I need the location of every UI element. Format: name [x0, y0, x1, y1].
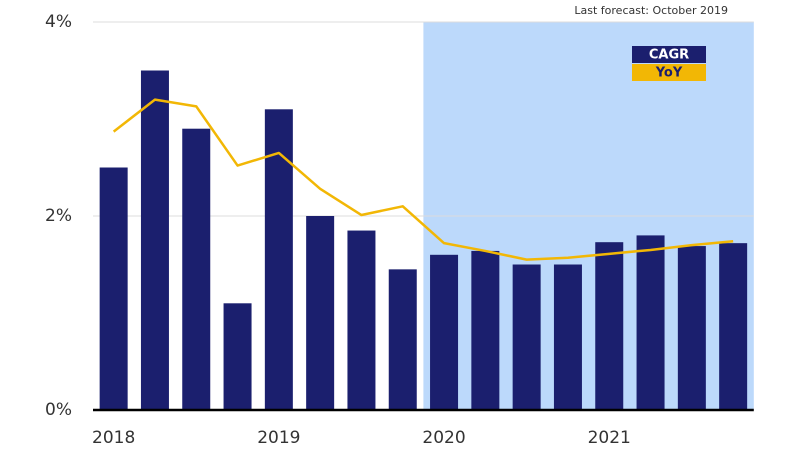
bar: [471, 250, 500, 410]
bar: [306, 216, 335, 410]
bar: [223, 303, 252, 410]
legend-swatch: [632, 64, 706, 81]
bar: [512, 264, 541, 410]
bar: [388, 269, 417, 410]
legend-swatch: [632, 46, 706, 63]
bar: [182, 128, 211, 410]
legend-label: CAGR: [649, 48, 689, 63]
y-tick-label: 2%: [45, 206, 72, 226]
bar: [140, 70, 169, 410]
bar: [347, 230, 376, 410]
annotation: Last forecast: October 2019: [574, 4, 728, 17]
x-tick-label: 2021: [588, 428, 631, 448]
legend-label: YoY: [655, 66, 683, 81]
bar: [636, 235, 665, 410]
bar: [595, 242, 624, 410]
x-tick-label: 2020: [422, 428, 465, 448]
x-tick-label: 2019: [257, 428, 300, 448]
line: [112, 98, 734, 261]
bar: [719, 243, 748, 410]
y-tick-label: 4%: [45, 12, 72, 32]
bar: [430, 254, 459, 410]
bar: [677, 246, 706, 410]
x-tick-label: 2018: [92, 428, 135, 448]
bar: [99, 167, 128, 410]
y-tick-label: 0%: [45, 400, 72, 420]
bar: [553, 264, 582, 410]
